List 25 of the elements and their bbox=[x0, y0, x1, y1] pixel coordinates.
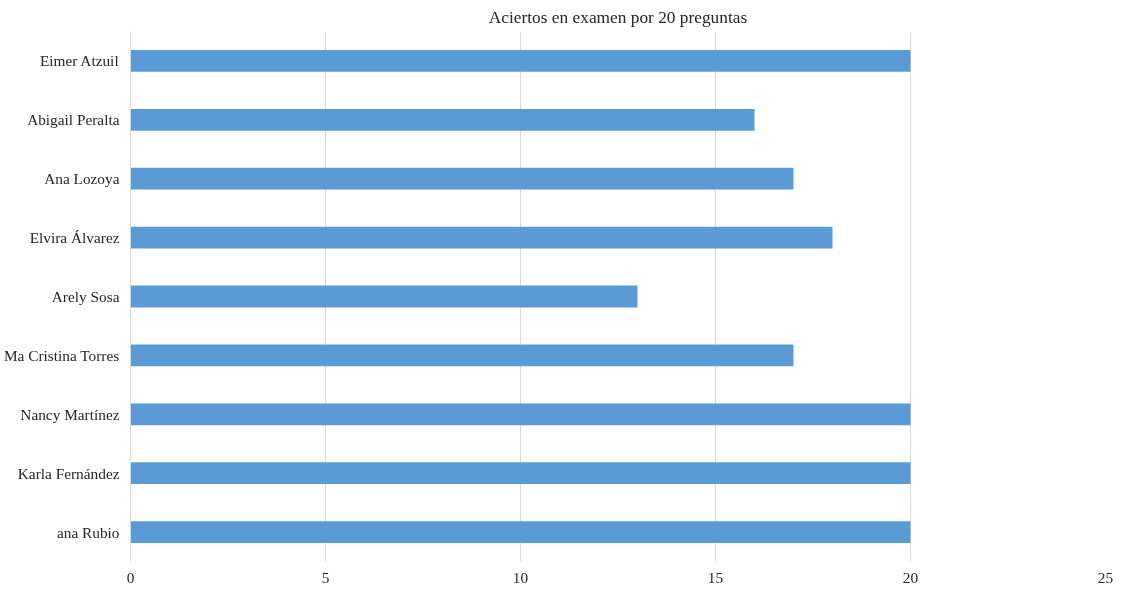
y-tick-label: Karla Fernández bbox=[17, 464, 120, 482]
bar bbox=[130, 521, 911, 543]
y-tick-label: ana Rubio bbox=[56, 523, 120, 541]
y-tick-label: Elvira Álvarez bbox=[29, 229, 120, 247]
y-tick-label: Nancy Martínez bbox=[20, 405, 120, 423]
bar bbox=[130, 285, 638, 308]
x-tick-label: 15 bbox=[707, 568, 724, 586]
x-tick-label: 25 bbox=[1097, 568, 1114, 586]
bar bbox=[130, 462, 911, 485]
y-tick-label: Eimer Atzuil bbox=[39, 52, 119, 70]
bar bbox=[130, 50, 911, 72]
bar bbox=[130, 167, 794, 190]
y-tick-label: Arely Sosa bbox=[51, 288, 120, 305]
y-tick-label: Ma Cristina Torres bbox=[3, 346, 120, 364]
x-tick-label: 0 bbox=[126, 568, 135, 586]
bar bbox=[130, 108, 755, 131]
bar bbox=[130, 344, 794, 367]
bar bbox=[130, 403, 911, 426]
x-tick-label: 10 bbox=[512, 568, 529, 586]
x-tick-label: 5 bbox=[321, 568, 330, 586]
bar bbox=[130, 226, 833, 249]
y-tick-label: Ana Lozoya bbox=[44, 170, 120, 188]
y-tick-label: Abigail Peralta bbox=[27, 111, 120, 129]
x-tick-label: 20 bbox=[902, 568, 919, 586]
chart-title: Aciertos en examen por 20 preguntas bbox=[488, 7, 748, 27]
